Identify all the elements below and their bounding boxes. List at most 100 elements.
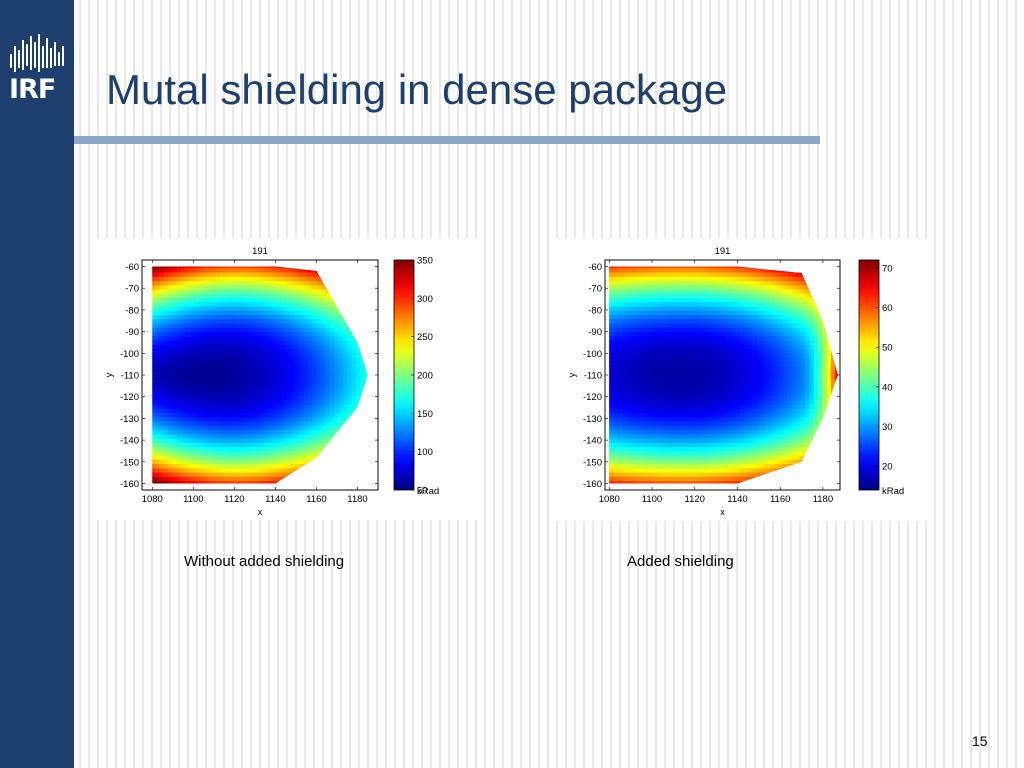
heat-cell (761, 400, 767, 406)
heat-cell (194, 425, 200, 431)
heat-cell (338, 340, 344, 346)
heat-cell (307, 425, 313, 431)
heat-cell (617, 315, 623, 321)
heat-cell (220, 357, 226, 363)
heat-cell (152, 374, 156, 380)
heat-cell (303, 421, 309, 427)
heat-cell (338, 332, 344, 338)
heat-cell (656, 361, 663, 367)
heat-cell (202, 434, 209, 440)
heat-cell (189, 353, 195, 359)
heat-cell (809, 408, 815, 414)
heat-cell (255, 349, 261, 355)
heat-cell (307, 400, 313, 406)
heat-cell (303, 272, 309, 278)
heat-cell (656, 298, 663, 304)
heat-cell (264, 272, 270, 278)
heat-cell (307, 315, 313, 321)
heat-cell (159, 370, 165, 376)
heat-cell (220, 336, 226, 342)
heat-cell (783, 310, 789, 316)
heat-cell (743, 400, 750, 406)
heat-cell (255, 272, 261, 278)
heat-cell (770, 413, 776, 419)
heat-cell (303, 408, 309, 414)
heat-cell (202, 370, 209, 376)
heat-cell (617, 293, 623, 299)
heat-cell (770, 349, 776, 355)
heat-cell (167, 323, 174, 329)
heat-cell (250, 310, 257, 316)
heat-cell (198, 315, 204, 321)
heat-cell (176, 421, 182, 427)
heat-cell (246, 408, 252, 414)
heat-cell (242, 344, 248, 350)
heat-cell (189, 476, 195, 482)
heat-cell (242, 298, 248, 304)
heat-cell (652, 383, 658, 389)
heat-cell (783, 374, 789, 380)
heat-cell (757, 357, 763, 363)
heat-cell (242, 417, 248, 423)
heat-cell (290, 272, 296, 278)
heat-cell (661, 417, 667, 423)
heat-cell (613, 280, 619, 287)
heat-cell (220, 285, 226, 291)
heat-cell (268, 459, 274, 465)
heat-cell (154, 298, 160, 304)
heat-cell (316, 374, 322, 380)
heat-cell (796, 404, 802, 410)
heat-cell (211, 442, 217, 448)
heat-cell (722, 349, 728, 355)
heat-cell (796, 391, 802, 397)
heat-cell (630, 298, 636, 304)
heat-cell (713, 383, 719, 389)
heat-cell (233, 366, 239, 372)
heat-cell (152, 323, 156, 329)
heat-cell (752, 327, 758, 333)
heat-cell (152, 378, 156, 385)
heat-cell (172, 408, 178, 414)
heat-cell (704, 306, 710, 312)
heat-cell (312, 272, 318, 278)
heat-cell (665, 404, 671, 410)
heat-cell (635, 332, 641, 338)
heat-cell (787, 280, 793, 287)
heat-cell (661, 408, 667, 414)
heat-cell (817, 349, 824, 355)
heat-cell (220, 268, 226, 274)
heat-cell (770, 302, 776, 308)
heat-cell (639, 323, 645, 329)
heat-cell (303, 319, 309, 325)
heat-cell (154, 327, 160, 333)
heat-cell (320, 387, 327, 393)
heat-cell (748, 340, 754, 346)
heat-cell (299, 459, 305, 465)
heat-cell (220, 421, 226, 427)
heat-cell (181, 459, 187, 465)
heat-cell (185, 276, 191, 282)
heat-cell (211, 417, 217, 423)
heat-cell (167, 357, 174, 363)
heat-cell (268, 464, 274, 470)
heat-cell (617, 353, 623, 359)
heat-cell (796, 387, 802, 393)
heat-cell (198, 459, 204, 465)
heat-cell (268, 391, 274, 397)
heat-cell (333, 378, 340, 385)
heat-cell (700, 391, 706, 397)
heat-cell (325, 438, 331, 444)
heat-cell (290, 336, 296, 342)
heat-cell (242, 266, 248, 270)
heat-cell (264, 340, 270, 346)
heat-cell (285, 357, 292, 363)
heat-cell (255, 468, 261, 474)
heat-cell (152, 327, 156, 333)
heat-cell (643, 298, 650, 304)
heat-cell (320, 413, 327, 419)
heat-cell (202, 417, 209, 423)
heat-cell (189, 268, 195, 274)
heat-cell (691, 323, 697, 329)
heat-cell (669, 323, 676, 329)
heat-cell (255, 476, 261, 482)
